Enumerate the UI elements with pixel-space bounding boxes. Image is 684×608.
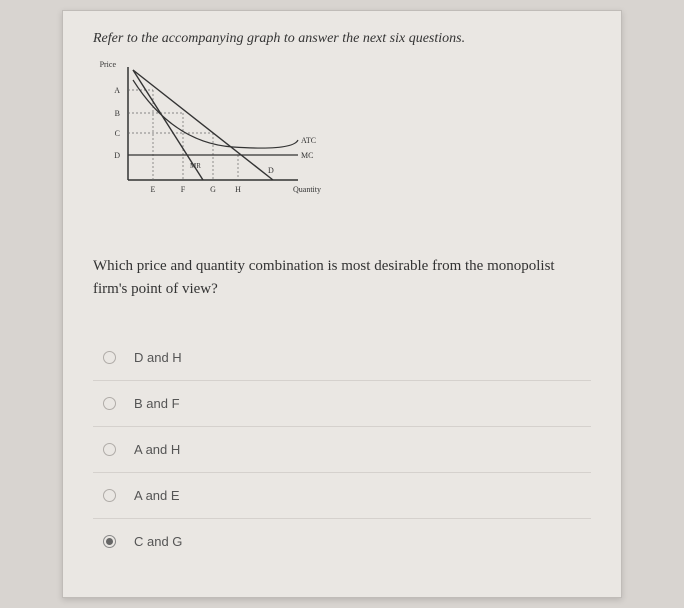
- svg-text:G: G: [210, 185, 216, 194]
- instruction-text: Refer to the accompanying graph to answe…: [93, 31, 591, 47]
- radio-icon[interactable]: [103, 443, 116, 456]
- svg-text:MC: MC: [301, 151, 313, 160]
- option-label: B and F: [134, 396, 180, 411]
- svg-text:D: D: [114, 151, 120, 160]
- svg-text:F: F: [181, 185, 186, 194]
- svg-text:B: B: [115, 109, 120, 118]
- svg-text:A: A: [114, 86, 120, 95]
- monopoly-graph: Price Quantity A B C D E F G H MC ATC D MR: [98, 55, 591, 225]
- answer-options: D and H B and F A and H A and E C and G: [93, 335, 591, 564]
- svg-text:ATC: ATC: [301, 136, 316, 145]
- graph-svg: Price Quantity A B C D E F G H MC ATC D MR: [98, 55, 338, 225]
- option-4[interactable]: C and G: [93, 519, 591, 564]
- svg-text:MR: MR: [190, 162, 201, 170]
- svg-text:E: E: [151, 185, 156, 194]
- option-3[interactable]: A and E: [93, 473, 591, 519]
- question-page: Refer to the accompanying graph to answe…: [62, 10, 622, 598]
- option-label: A and E: [134, 488, 180, 503]
- option-1[interactable]: B and F: [93, 381, 591, 427]
- svg-text:Quantity: Quantity: [293, 185, 321, 194]
- svg-text:H: H: [235, 185, 241, 194]
- option-0[interactable]: D and H: [93, 335, 591, 381]
- svg-text:Price: Price: [100, 60, 117, 69]
- radio-icon[interactable]: [103, 489, 116, 502]
- radio-icon[interactable]: [103, 351, 116, 364]
- svg-text:C: C: [115, 129, 120, 138]
- option-label: C and G: [134, 534, 182, 549]
- option-2[interactable]: A and H: [93, 427, 591, 473]
- radio-icon[interactable]: [103, 397, 116, 410]
- svg-text:D: D: [268, 166, 274, 175]
- option-label: A and H: [134, 442, 180, 457]
- option-label: D and H: [134, 350, 182, 365]
- radio-icon[interactable]: [103, 535, 116, 548]
- question-text: Which price and quantity combination is …: [93, 255, 591, 300]
